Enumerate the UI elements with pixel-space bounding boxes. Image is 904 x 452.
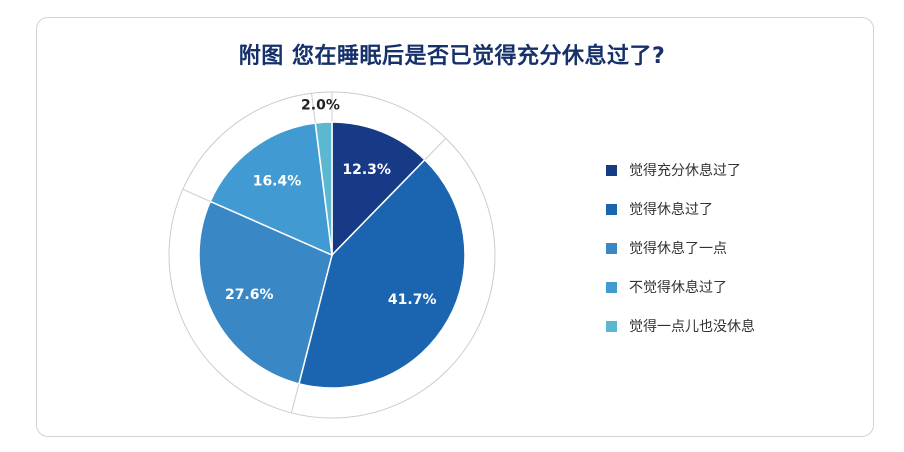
- pie-slice: [298, 158, 466, 389]
- legend-label: 觉得休息了一点: [629, 241, 727, 257]
- legend-label: 觉得充分休息过了: [629, 163, 741, 179]
- legend-swatch: [606, 203, 617, 215]
- data-label: 27.6%: [225, 287, 274, 303]
- legend-swatch: [606, 164, 617, 176]
- pie-slice: [198, 200, 333, 385]
- legend-swatch: [606, 242, 617, 254]
- legend-swatch: [606, 320, 617, 332]
- legend-item: 觉得一点儿也没休息: [606, 316, 755, 336]
- legend: 觉得充分休息过了 觉得休息过了 觉得休息了一点 不觉得休息过了觉得一点儿也没休息: [606, 160, 755, 355]
- slice-separator: [424, 137, 447, 161]
- legend-label: 不觉得休息过了: [629, 280, 727, 296]
- legend-swatch: [606, 281, 617, 293]
- legend-label: 觉得一点儿也没休息: [629, 319, 755, 335]
- pie-slice: [331, 121, 426, 257]
- legend-label: 觉得休息过了: [629, 202, 713, 218]
- legend-item: 觉得充分休息过了: [606, 160, 755, 180]
- pie-slice: [209, 122, 333, 257]
- data-label: 2.0%: [301, 97, 340, 113]
- legend-item: 觉得休息了一点: [606, 238, 755, 258]
- data-label: 12.3%: [342, 162, 391, 178]
- data-label: 16.4%: [253, 173, 302, 189]
- data-label: 41.7%: [388, 292, 437, 308]
- chart-title: 附图 您在睡眠后是否已觉得充分休息过了?: [238, 44, 666, 69]
- pie-slice: [314, 121, 333, 256]
- slice-separator: [311, 93, 316, 124]
- legend-item: 不觉得休息过了: [606, 277, 755, 297]
- slice-separator: [182, 188, 211, 202]
- legend-item: 觉得休息过了: [606, 199, 755, 219]
- slice-separator: [290, 383, 300, 414]
